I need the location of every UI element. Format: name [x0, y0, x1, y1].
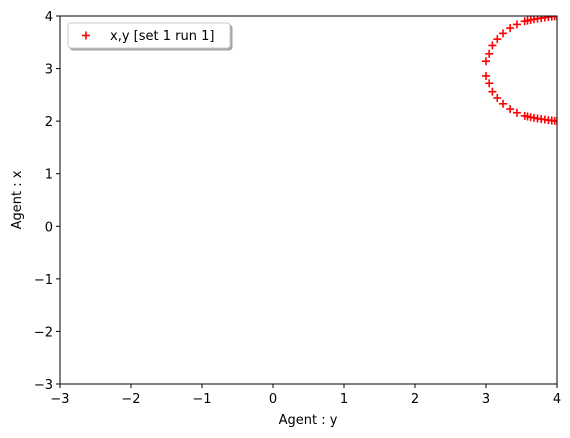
legend-label: x,y [set 1 run 1]: [110, 29, 214, 44]
y-tick-label: 4: [45, 10, 53, 25]
y-tick-label: 3: [45, 63, 53, 78]
x-tick-label: 0: [269, 392, 277, 407]
x-tick-label: 3: [482, 392, 490, 407]
plot-background: [60, 16, 557, 384]
y-tick-label: 1: [45, 168, 53, 183]
x-tick-label: 2: [411, 392, 419, 407]
y-tick-label: −3: [34, 378, 53, 393]
legend: x,y [set 1 run 1]: [68, 23, 230, 48]
x-tick-label: 1: [340, 392, 348, 407]
x-tick-label: −1: [192, 392, 211, 407]
y-tick-label: 2: [45, 115, 53, 130]
y-tick-label: −1: [34, 273, 53, 288]
x-tick-label: −2: [121, 392, 140, 407]
y-tick-label: −2: [34, 325, 53, 340]
y-tick-label: 0: [45, 220, 53, 235]
x-tick-label: −3: [50, 392, 69, 407]
y-axis-label: Agent : x: [10, 170, 25, 229]
x-axis-label: Agent : y: [279, 413, 338, 428]
x-axis: −3 −2 −1 0 1 2 3 4: [50, 384, 561, 407]
x-tick-label: 4: [553, 392, 561, 407]
y-axis: −3 −2 −1 0 1 2 3 4: [34, 10, 60, 393]
